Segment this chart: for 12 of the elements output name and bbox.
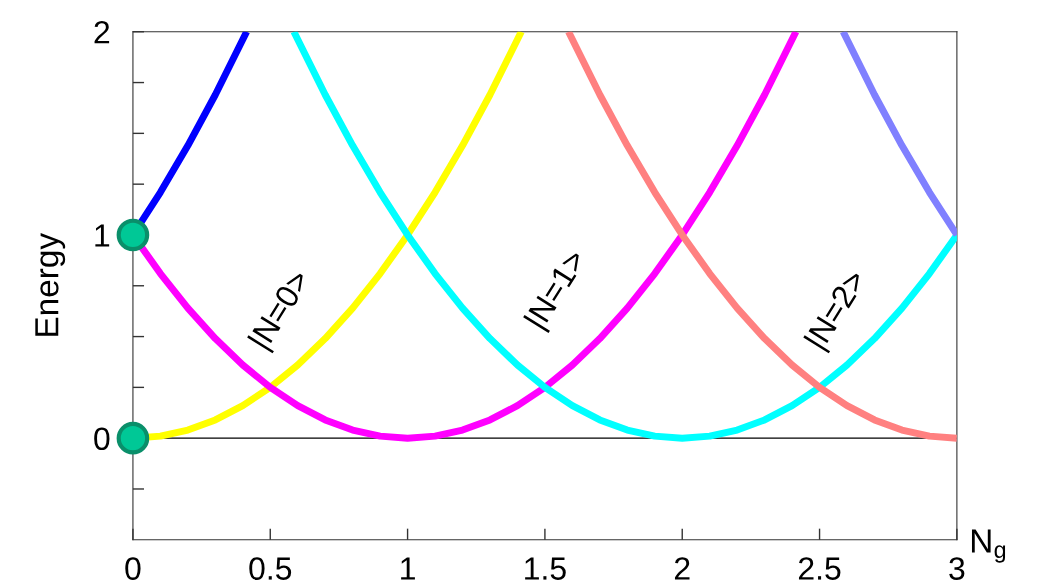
x-axis-title: N$_{g}$ bbox=[971, 529, 1006, 563]
x-tick-label: 1 bbox=[401, 557, 415, 580]
y-tick-label: 2 bbox=[94, 21, 110, 44]
x-tick-label: 0.5 bbox=[249, 557, 292, 580]
y-axis-title: Energy bbox=[35, 233, 66, 336]
x-tick-label: 0 bbox=[125, 557, 141, 580]
x-tick-label: 2 bbox=[674, 557, 690, 580]
x-tick-label: 1.5 bbox=[525, 557, 566, 580]
y-tick-label: 1 bbox=[95, 224, 110, 247]
x-tick-label: 2.5 bbox=[798, 557, 841, 580]
y-tick-label: 0 bbox=[94, 427, 110, 451]
x-tick-label: 3 bbox=[949, 557, 965, 580]
